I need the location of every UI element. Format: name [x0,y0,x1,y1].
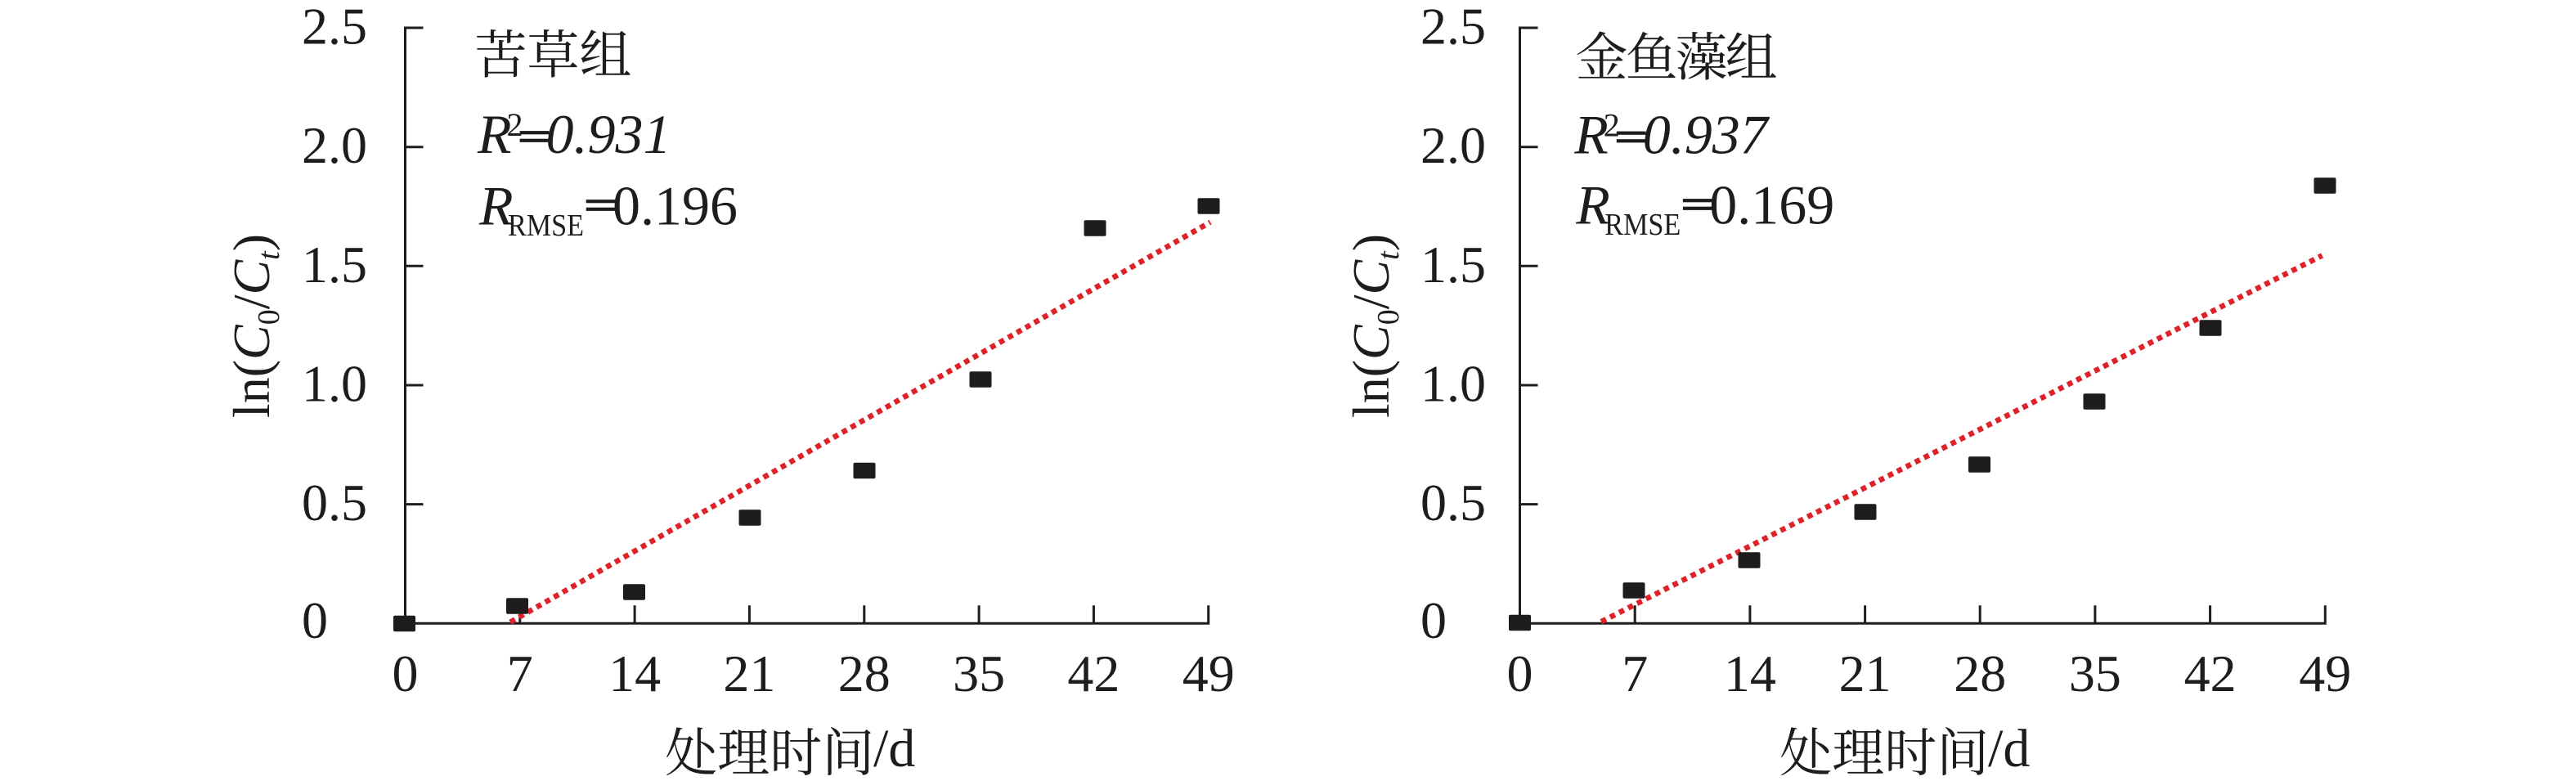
svg-text:ln(C0/Ct): ln(C0/Ct) [1342,234,1406,418]
svg-text:7: 7 [507,644,533,702]
svg-text:0.5: 0.5 [1420,474,1486,532]
svg-text:R: R [478,175,514,237]
svg-text:28: 28 [1954,644,2006,702]
svg-text:14: 14 [1724,644,1776,702]
svg-text:0.937: 0.937 [1643,104,1770,166]
svg-text:42: 42 [1067,644,1120,702]
svg-text:ln(C0/Ct): ln(C0/Ct) [222,234,286,418]
svg-text:R: R [1575,174,1610,236]
svg-text:R: R [1573,104,1609,166]
svg-text:/d: /d [873,719,915,779]
svg-text:0: 0 [302,591,328,649]
svg-text:35: 35 [953,644,1005,702]
svg-text:1.0: 1.0 [302,355,367,413]
svg-text:RMSE: RMSE [1604,208,1681,242]
svg-text:1.5: 1.5 [302,236,367,294]
svg-text:14: 14 [608,644,661,702]
svg-text:2.0: 2.0 [1420,116,1486,174]
svg-text:0.931: 0.931 [546,103,671,165]
svg-text:35: 35 [2069,644,2121,702]
svg-text:49: 49 [2299,644,2351,702]
svg-text:RMSE: RMSE [508,209,584,243]
svg-text:R: R [477,103,512,165]
svg-text:2: 2 [507,106,523,143]
svg-text:21: 21 [1839,644,1892,702]
svg-text:2: 2 [1604,107,1620,144]
svg-text:0.5: 0.5 [302,474,367,532]
svg-text:7: 7 [1622,644,1648,702]
svg-text:2.5: 2.5 [302,0,367,56]
svg-text:1.0: 1.0 [1420,355,1486,413]
svg-text:0: 0 [1420,591,1447,649]
svg-text:21: 21 [723,644,775,702]
svg-text:2.0: 2.0 [302,116,367,174]
svg-text:28: 28 [838,644,891,702]
svg-text:49: 49 [1183,644,1235,702]
svg-text:2.5: 2.5 [1420,0,1486,56]
svg-text:0: 0 [1507,644,1533,702]
svg-text:0.169: 0.169 [1709,174,1834,236]
svg-text:0.196: 0.196 [613,175,738,237]
svg-text:1.5: 1.5 [1420,236,1486,294]
svg-text:/d: /d [1988,719,2030,779]
svg-text:42: 42 [2184,644,2237,702]
svg-text:0: 0 [393,644,419,702]
